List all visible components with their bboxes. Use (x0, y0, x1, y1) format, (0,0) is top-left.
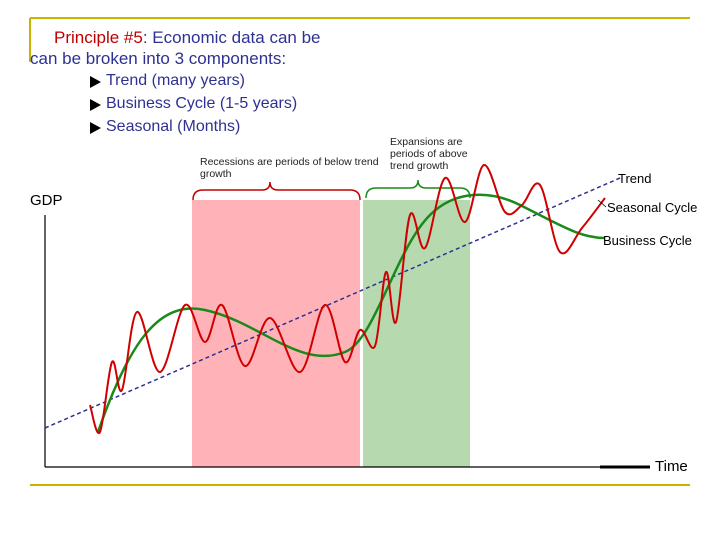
recession-note: Recessions are periods of below trend gr… (200, 156, 379, 180)
title-line-1: Principle #5: Economic data can be (54, 28, 321, 48)
title-prefix: Principle #5 (54, 28, 143, 47)
recession-brace (192, 181, 361, 201)
trend-label: Trend (618, 171, 652, 186)
expansion-note: Expansions are periods of above trend gr… (390, 136, 468, 172)
business-cycle-curve (96, 193, 606, 433)
y-axis-label: GDP (30, 192, 63, 209)
x-axis-label: Time (655, 458, 688, 475)
bullet: Seasonal (Months) (90, 118, 240, 136)
bullet: Trend (many years) (90, 72, 245, 90)
expansion-brace (365, 179, 471, 199)
title-rest: : Economic data can be (142, 28, 321, 47)
expansion-band (363, 200, 470, 467)
title-line-2: can be broken into 3 components: (30, 49, 287, 68)
frame-lines (29, 17, 690, 486)
seasonal-label: Seasonal Cycle (607, 200, 698, 215)
seasonal-leader (597, 199, 607, 208)
bullet: Business Cycle (1-5 years) (90, 95, 297, 113)
recession-band (192, 200, 360, 467)
business-label: Business Cycle (603, 233, 692, 248)
seasonal-cycle-curve (89, 163, 606, 435)
